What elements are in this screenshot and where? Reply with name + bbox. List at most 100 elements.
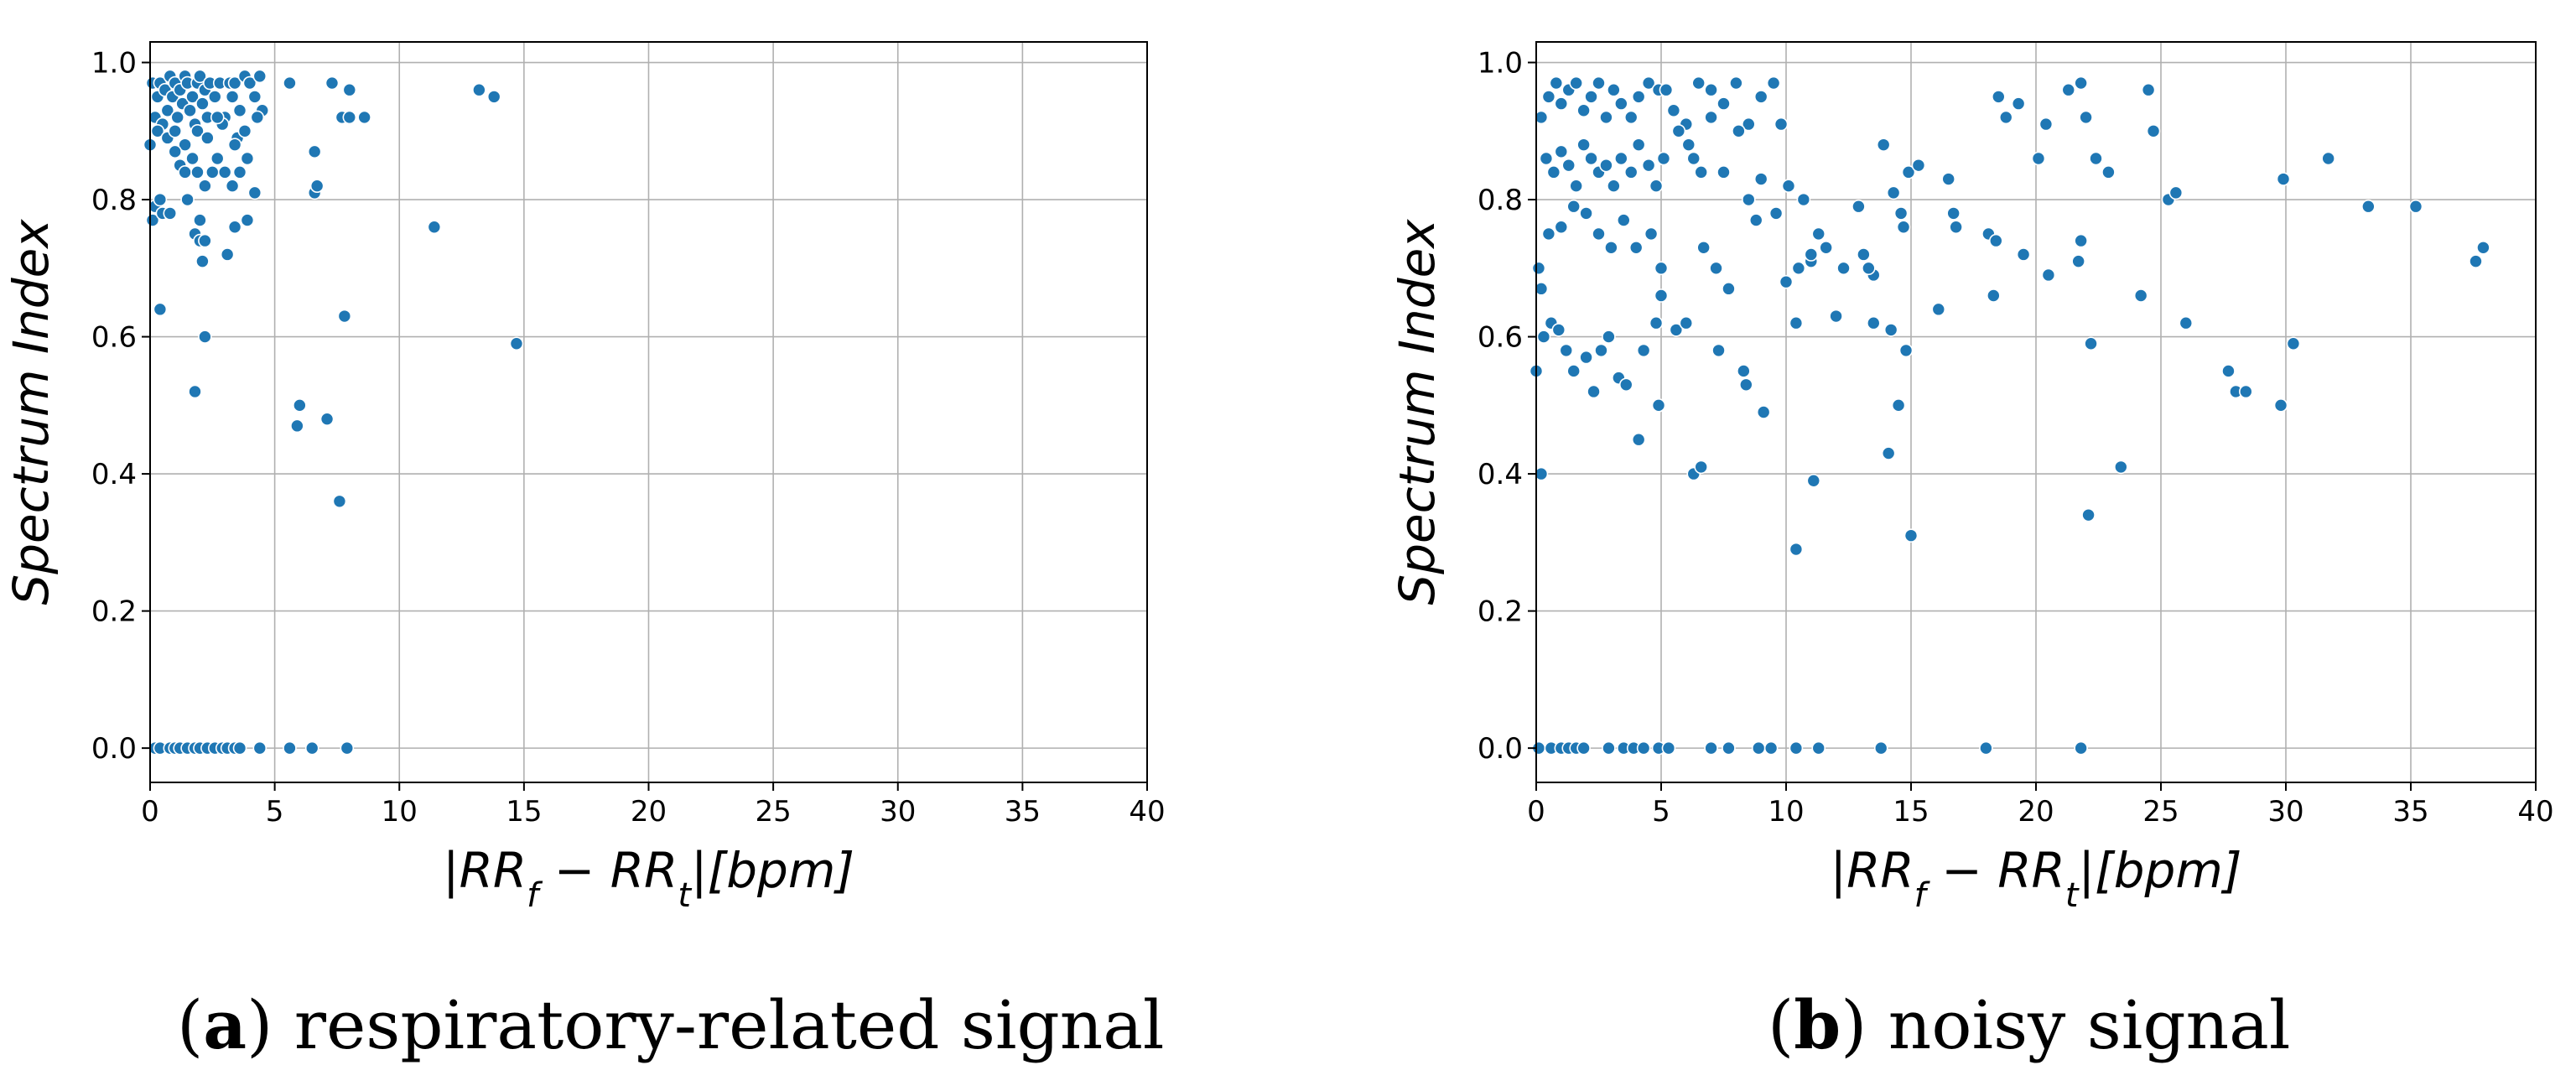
x-tick-label: 30 [880,795,916,829]
data-point [290,418,304,434]
x-tick-label: 20 [2018,795,2054,829]
data-point [2061,82,2076,97]
panel-a: 0 5 10 15 20 25 30 35 40 0.0 0.2 0.4 0.6 0.8 1.0 |RRf −… [3,41,1166,915]
data-point [1636,740,1651,756]
data-point [342,82,357,97]
data-point [2011,96,2026,111]
data-point [1531,261,1546,276]
data-point [2469,254,2483,268]
data-point [1649,315,1664,330]
data-point [293,398,307,413]
data-point [198,330,212,344]
y-tick-label: 1.0 [1478,47,1523,81]
data-point [1549,75,1564,91]
data-point [1732,123,1746,138]
y-tick-label: 0.8 [1478,184,1523,217]
data-point [227,75,242,91]
data-point [2476,240,2490,255]
data-point [1941,172,1955,186]
data-point [1748,213,1763,227]
data-point [1631,138,1646,152]
data-point [1946,206,1961,221]
data-point [2141,82,2156,97]
data-point [1561,158,1576,173]
data-point [178,165,192,179]
data-point [1614,151,1628,166]
data-point [1742,192,1756,207]
data-point [2273,398,2288,413]
data-point [1722,740,1736,756]
data-point [2089,151,2103,166]
panel-b: 0 5 10 15 20 25 30 35 40 0.0 0.2 0.4 0.6 0.8 1.0 |RRf −… [1389,41,2554,915]
data-point [1594,343,1608,358]
data-point [1796,192,1811,207]
data-point [332,494,347,509]
data-point [227,138,242,152]
data-point [1829,309,1843,324]
data-point [1811,226,1826,242]
data-point [427,220,442,235]
data-point [1903,528,1919,543]
data-point [168,144,183,159]
data-point [1739,377,1753,392]
data-point [340,740,355,756]
data-point [1671,123,1686,138]
data-point [1592,226,1606,242]
data-point [1546,165,1561,179]
data-point [183,103,197,118]
data-point [1891,398,1906,413]
data-point [1661,740,1676,756]
data-point [1694,165,1708,179]
data-point [1896,220,1911,235]
data-point [168,123,183,138]
data-point [1636,343,1651,358]
y-tick-label: 0.0 [91,732,137,766]
y-tick-label: 0.2 [91,595,137,629]
data-point [309,179,325,193]
data-point [2286,336,2301,351]
data-point [1602,740,1616,756]
data-point [2221,364,2236,378]
data-point [357,110,371,125]
y-tick-label: 0.4 [91,458,137,491]
data-point [1559,343,1574,358]
data-point [185,151,200,166]
data-point [337,309,352,324]
y-axis-label: Spectrum Index [1389,219,1446,605]
data-point [2101,165,2116,179]
data-point [1873,740,1888,756]
data-point [1987,288,2001,303]
data-point [1604,240,1618,255]
data-point [1566,199,1581,214]
data-point [319,412,335,426]
data-point [1781,179,1796,193]
data-point [2041,268,2056,283]
data-point [1592,75,1606,91]
data-point [1614,96,1628,111]
data-point [1579,206,1593,221]
data-point [247,185,262,200]
data-point [188,384,202,399]
x-tick-label: 25 [755,795,791,829]
data-point [283,740,297,756]
data-point [247,90,262,104]
x-axis-label: |RRf − RRt|[bpm] [443,842,854,915]
data-point [2146,123,2161,138]
data-point [1804,247,1819,262]
y-tick-label: 0.6 [1478,321,1523,355]
data-point [1704,82,1718,97]
data-point [1751,740,1766,756]
data-point [160,103,175,118]
caption-b-label: b [1794,985,1841,1064]
data-point [2133,288,2148,303]
data-point [1566,364,1581,378]
data-point [1628,240,1644,255]
x-tick-label: 10 [1768,795,1804,829]
data-point [486,90,501,104]
data-point [1554,144,1569,159]
x-tick-label: 0 [141,795,159,829]
data-point [1737,364,1751,378]
data-point [1623,110,1639,125]
data-point [1989,233,2003,248]
data-point [240,151,255,166]
